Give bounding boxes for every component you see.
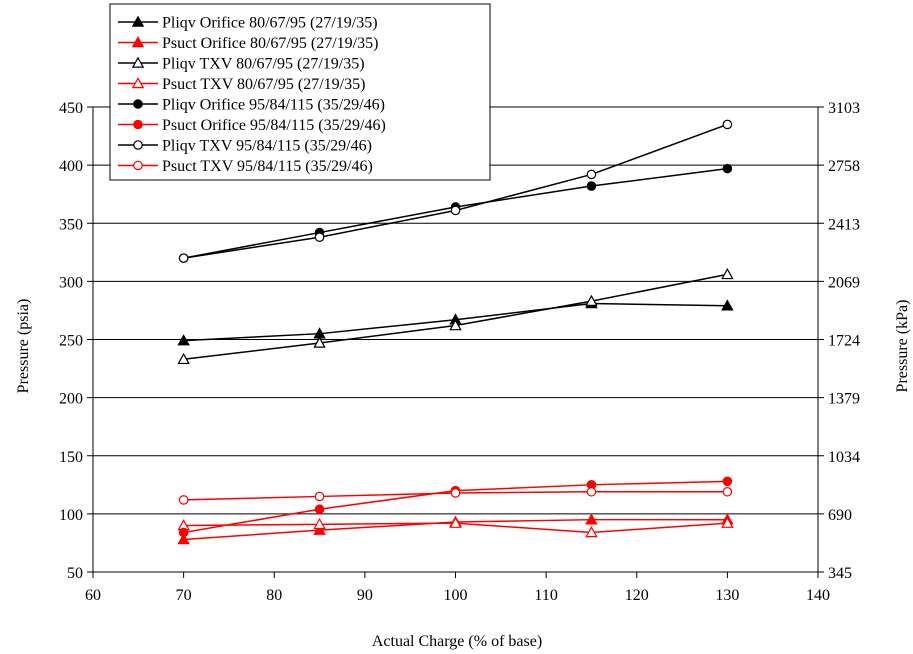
data-point xyxy=(314,232,325,242)
data-point xyxy=(449,319,462,331)
y2-tick-label: 1034 xyxy=(828,449,860,466)
data-point xyxy=(585,294,598,306)
x-tick-label: 70 xyxy=(176,587,192,604)
legend: Pliqv Orifice 80/67/95 (27/19/35) Psuct O… xyxy=(109,3,491,181)
data-point xyxy=(177,533,190,545)
data-point xyxy=(178,253,189,263)
data-point xyxy=(722,486,733,497)
legend-label: Psuct TXV 80/67/95 (27/19/35) xyxy=(162,76,365,93)
x-tick-label: 110 xyxy=(534,587,557,604)
y2-tick-label: 2069 xyxy=(828,274,860,291)
data-point xyxy=(178,527,189,538)
x-tick-label: 140 xyxy=(806,587,830,604)
data-point xyxy=(585,526,598,538)
data-point xyxy=(585,513,598,525)
data-point xyxy=(721,299,734,311)
data-point xyxy=(177,334,190,346)
data-point xyxy=(722,163,733,174)
x-tick-label: 130 xyxy=(715,587,739,604)
data-point xyxy=(314,504,325,515)
y2-tick-label: 690 xyxy=(828,507,852,524)
x-tick-label: 100 xyxy=(444,587,468,604)
y-tick-label: 50 xyxy=(67,565,83,582)
y-tick-label: 350 xyxy=(59,216,83,233)
y2-tick-label: 345 xyxy=(828,565,852,582)
data-point xyxy=(586,169,597,180)
y-tick-label: 150 xyxy=(59,449,83,466)
y-tick-label: 250 xyxy=(59,333,83,350)
y2-tick-label: 2413 xyxy=(828,216,860,233)
data-point xyxy=(133,160,143,171)
series-group xyxy=(178,486,733,505)
data-point xyxy=(449,516,462,528)
data-point xyxy=(313,523,326,535)
data-point xyxy=(178,495,189,505)
y2-axis-title: Pressure (kPa) xyxy=(894,300,911,393)
legend-label: Psuct Orifice 80/67/95 (27/19/35) xyxy=(162,35,378,52)
series-group xyxy=(178,119,733,263)
y-tick-label: 200 xyxy=(59,391,83,408)
y2-tick-label: 1379 xyxy=(828,391,860,408)
legend-label: Pliqv Orifice 95/84/115 (35/29/46) xyxy=(162,97,385,114)
data-point xyxy=(131,56,145,68)
x-tick-label: 60 xyxy=(85,587,101,604)
data-point xyxy=(722,476,733,487)
series-group xyxy=(177,267,734,365)
legend-label: Psuct Orifice 95/84/115 (35/29/46) xyxy=(162,117,386,134)
legend-label: Pliqv Orifice 80/67/95 (27/19/35) xyxy=(162,15,378,32)
data-point xyxy=(450,488,461,498)
data-point xyxy=(177,352,190,365)
legend-label: Pliqv TXV 95/84/115 (35/29/46) xyxy=(162,138,372,155)
data-point xyxy=(721,516,734,528)
data-point xyxy=(586,486,597,497)
x-tick-label: 120 xyxy=(625,587,649,604)
data-series xyxy=(177,119,734,545)
y-tick-label: 450 xyxy=(59,100,83,117)
y-tick-label: 100 xyxy=(59,507,83,524)
data-point xyxy=(586,181,597,191)
y2-tick-label: 2758 xyxy=(828,158,860,175)
data-point xyxy=(450,205,461,216)
data-point xyxy=(133,119,143,130)
y2-tick-label: 3103 xyxy=(828,100,860,117)
data-point xyxy=(314,491,325,502)
data-point xyxy=(131,77,145,89)
data-point xyxy=(133,99,143,109)
y-tick-label: 400 xyxy=(59,158,83,175)
data-point xyxy=(721,267,734,280)
data-point xyxy=(131,36,145,48)
x-tick-label: 80 xyxy=(266,587,282,604)
data-point xyxy=(722,119,733,130)
y-axis-title: Pressure (psia) xyxy=(15,299,32,394)
data-point xyxy=(133,140,143,150)
data-point xyxy=(313,336,326,348)
axes: 50 100 150 200 250 300 350 400 450 345 690 1034 1379… xyxy=(59,100,860,604)
y-tick-label: 300 xyxy=(59,274,83,291)
x-tick-label: 90 xyxy=(357,587,373,604)
legend-label: Psuct TXV 95/84/115 (35/29/46) xyxy=(162,158,373,175)
legend-label: Pliqv TXV 80/67/95 (27/19/35) xyxy=(162,56,365,73)
y2-tick-label: 1724 xyxy=(828,333,860,350)
data-point xyxy=(313,517,326,530)
legend-box xyxy=(109,3,491,181)
x-axis-title: Actual Charge (% of base) xyxy=(372,633,542,650)
data-point xyxy=(131,15,145,27)
